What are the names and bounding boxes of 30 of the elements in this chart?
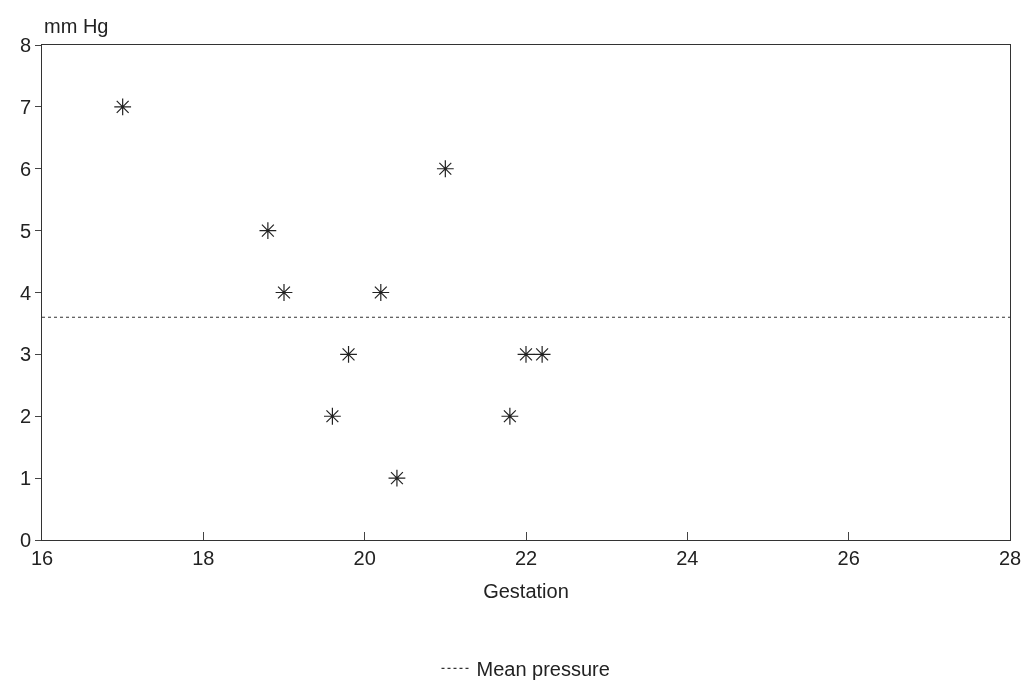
point xyxy=(258,221,277,240)
x-tick-label: 18 xyxy=(192,547,215,569)
x-tick-label: 22 xyxy=(514,547,538,569)
point xyxy=(275,283,293,302)
x-axis-title: Gestation xyxy=(483,579,569,602)
y-tick-label: 2 xyxy=(19,405,31,428)
y-tick-label: 7 xyxy=(19,95,31,118)
y-tick-label: 3 xyxy=(19,343,31,366)
y-tick-label: 6 xyxy=(19,157,31,180)
point xyxy=(339,345,358,364)
point xyxy=(436,159,455,178)
y-tick-label: 0 xyxy=(19,529,31,551)
x-tick-label: 26 xyxy=(837,547,860,569)
point xyxy=(387,469,406,488)
y-tick-label: 5 xyxy=(19,219,31,242)
x-tick-label: 16 xyxy=(30,547,54,569)
y-tick-label: 1 xyxy=(19,467,31,490)
point xyxy=(533,345,552,364)
y-tick-label: 8 xyxy=(19,34,31,56)
legend-label: Mean pressure xyxy=(476,658,610,681)
point xyxy=(500,407,519,426)
y-tick-label: 4 xyxy=(19,281,31,304)
x-tick-label: 28 xyxy=(998,547,1022,569)
point xyxy=(323,407,342,426)
y-axis-title: mm Hg xyxy=(44,15,109,37)
x-tick-label: 24 xyxy=(676,547,699,569)
point xyxy=(371,283,390,302)
x-tick-label: 20 xyxy=(353,547,376,569)
point xyxy=(517,345,535,364)
point xyxy=(113,97,132,116)
